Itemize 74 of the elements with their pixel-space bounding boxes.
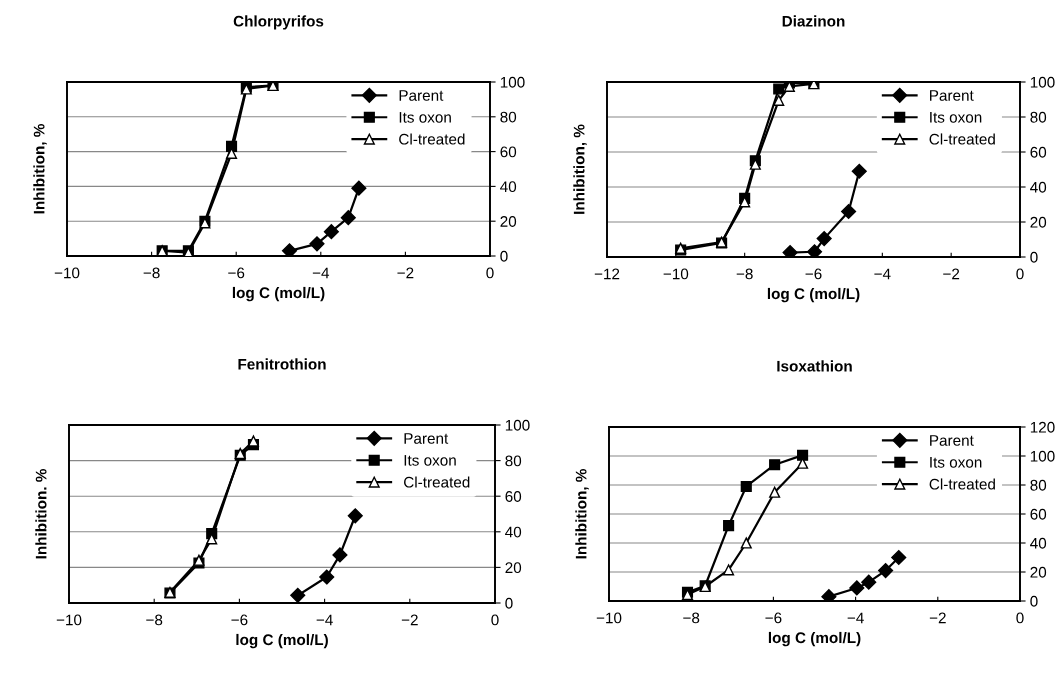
legend-label: Its oxon [930,457,982,468]
y-tick-label: 60 [1030,508,1047,520]
x-tick-label: −6 [805,268,822,280]
x-tick-label: −10 [663,268,689,280]
x-tick-label: −6 [228,267,245,279]
y-axis-title: Inhibition. % [35,469,47,559]
y-tick-label: 60 [505,491,522,502]
y-axis-title: Inhibition, % [573,124,587,214]
y-tick-label: 80 [1030,479,1047,491]
legend-label: Parent [404,433,449,444]
x-tick-label: 0 [491,614,499,626]
chart-title: Chlorpyrifos [233,15,324,30]
legend-label: Its oxon [930,112,982,123]
y-tick-label: 0 [1030,595,1038,607]
x-tick-label: −4 [874,268,891,280]
legend-label: Cl-treated [929,478,995,490]
y-tick-label: 100 [1030,450,1055,462]
x-tick-label: −10 [596,612,622,624]
x-tick-label: −6 [765,612,782,624]
x-tick-label: −2 [397,267,414,279]
x-tick-label: −8 [683,612,700,624]
x-tick-label: −4 [847,612,864,624]
chart-title: Fenitrothion [238,358,326,370]
y-tick-label: 20 [505,562,522,574]
y-tick-label: 40 [500,181,517,193]
y-tick-label: 80 [500,111,517,123]
legend-label: Parent [930,90,974,101]
legend-label: Parent [399,90,444,101]
x-tick-label: 0 [1016,612,1024,624]
y-tick-label: 20 [500,216,517,227]
x-tick-label: 0 [1016,268,1024,280]
x-tick-label: −12 [594,268,620,280]
x-axis-title: log C (mol/L) [232,286,325,302]
x-tick-label: −8 [146,614,163,626]
y-tick-label: 0 [1030,251,1038,263]
y-tick-label: 100 [505,419,530,431]
legend-label: Cl-treated [929,133,995,145]
x-axis-title: log C (mol/L) [236,633,328,649]
y-tick-label: 40 [1030,181,1047,193]
legend-label: Cl-treated [399,133,465,145]
y-tick-label: 120 [1030,421,1055,433]
chart-title: Isoxathion [777,360,852,372]
x-tick-label: −6 [231,614,248,626]
x-tick-label: −4 [316,614,333,626]
x-tick-label: −2 [929,612,946,624]
x-tick-label: −10 [54,267,80,279]
y-tick-label: 100 [1030,76,1055,88]
y-tick-label: 40 [1030,537,1047,549]
y-tick-label: 20 [1030,566,1047,578]
y-tick-label: 60 [500,146,517,158]
y-tick-label: 60 [1030,146,1047,158]
chart-title: Diazinon [782,15,845,27]
x-tick-label: −2 [401,614,418,626]
y-tick-label: 80 [505,455,522,467]
x-axis-title: log C (mol/L) [767,287,860,303]
legend-label: Cl-treated [404,476,470,488]
x-tick-label: −8 [736,268,753,280]
legend-label: Its oxon [404,455,456,466]
y-tick-label: 0 [500,250,508,262]
x-tick-label: −10 [56,614,82,626]
y-tick-label: 20 [1030,216,1047,228]
x-tick-label: −4 [312,267,330,279]
legend-label: Its oxon [399,112,451,123]
x-axis-title: log C (mol/L) [768,631,861,647]
y-tick-label: 0 [505,597,513,609]
x-tick-label: −2 [943,268,960,280]
legend-label: Parent [930,435,974,446]
y-axis-title: Inhibition, % [575,469,589,559]
x-tick-label: −8 [143,267,160,279]
x-tick-label: 0 [486,267,494,279]
y-tick-label: 80 [1030,111,1047,123]
y-tick-label: 100 [500,76,525,88]
y-axis-title: Inhibition, % [33,124,47,214]
y-tick-label: 40 [505,526,522,538]
